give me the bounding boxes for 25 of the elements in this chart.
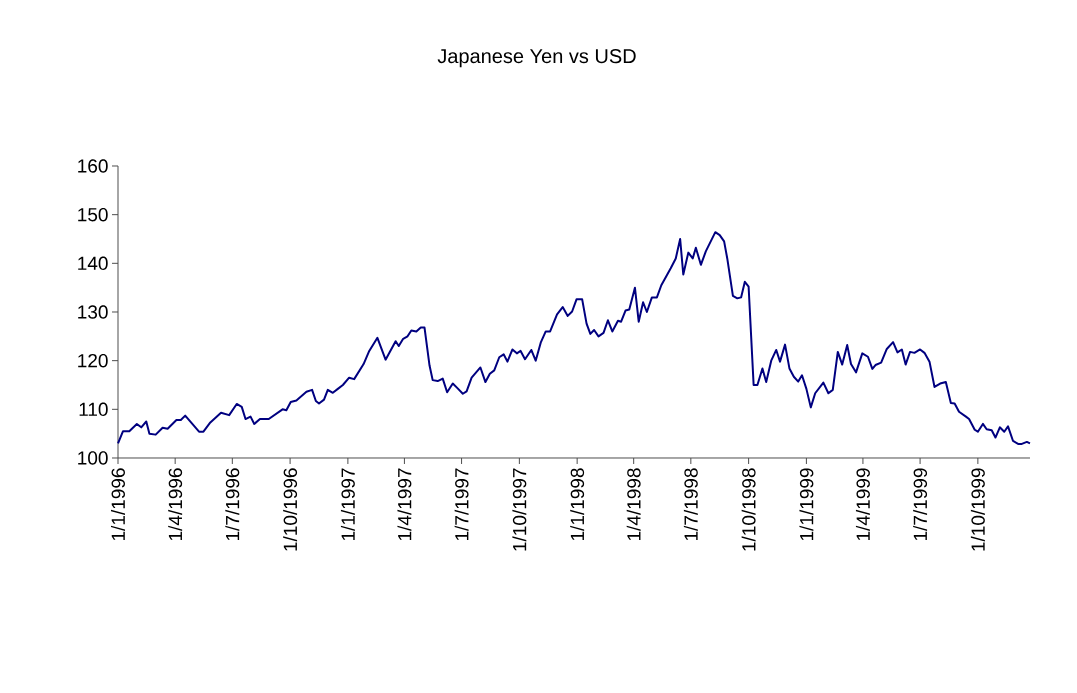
x-tick-label: 1/1/1998	[570, 468, 585, 541]
y-tick-label: 160	[78, 159, 108, 173]
x-tick-label: 1/4/1998	[626, 468, 641, 541]
y-tick-label: 140	[78, 256, 108, 271]
y-tick-label: 110	[79, 402, 108, 417]
x-tick-label: 1/4/1999	[855, 468, 870, 541]
x-tick-label: 1/7/1999	[913, 468, 928, 541]
x-tick-label: 1/7/1997	[454, 468, 469, 541]
x-tick-label: 1/1/1996	[111, 468, 125, 541]
x-tick-label: 1/7/1998	[683, 468, 698, 541]
x-tick-label: 1/10/1996	[283, 468, 298, 551]
x-tick-label: 1/10/1997	[512, 468, 527, 551]
y-tick-label: 150	[78, 207, 108, 222]
y-tick-label: 130	[78, 305, 108, 319]
x-tick-label: 1/10/1999	[970, 468, 985, 551]
x-tick-label: 1/7/1996	[225, 468, 240, 541]
x-tick-label: 1/1/1997	[340, 468, 355, 541]
x-tick-label: 1/1/1999	[799, 468, 814, 541]
chart-title: Japanese Yen vs USD	[437, 49, 636, 68]
line-series	[117, 231, 1031, 445]
y-tick-label: 100	[78, 451, 108, 465]
x-tick-label: 1/4/1996	[168, 468, 183, 541]
y-tick-label: 120	[78, 353, 108, 368]
x-tick-label: 1/4/1997	[397, 468, 412, 541]
x-tick-label: 1/10/1998	[741, 468, 756, 551]
